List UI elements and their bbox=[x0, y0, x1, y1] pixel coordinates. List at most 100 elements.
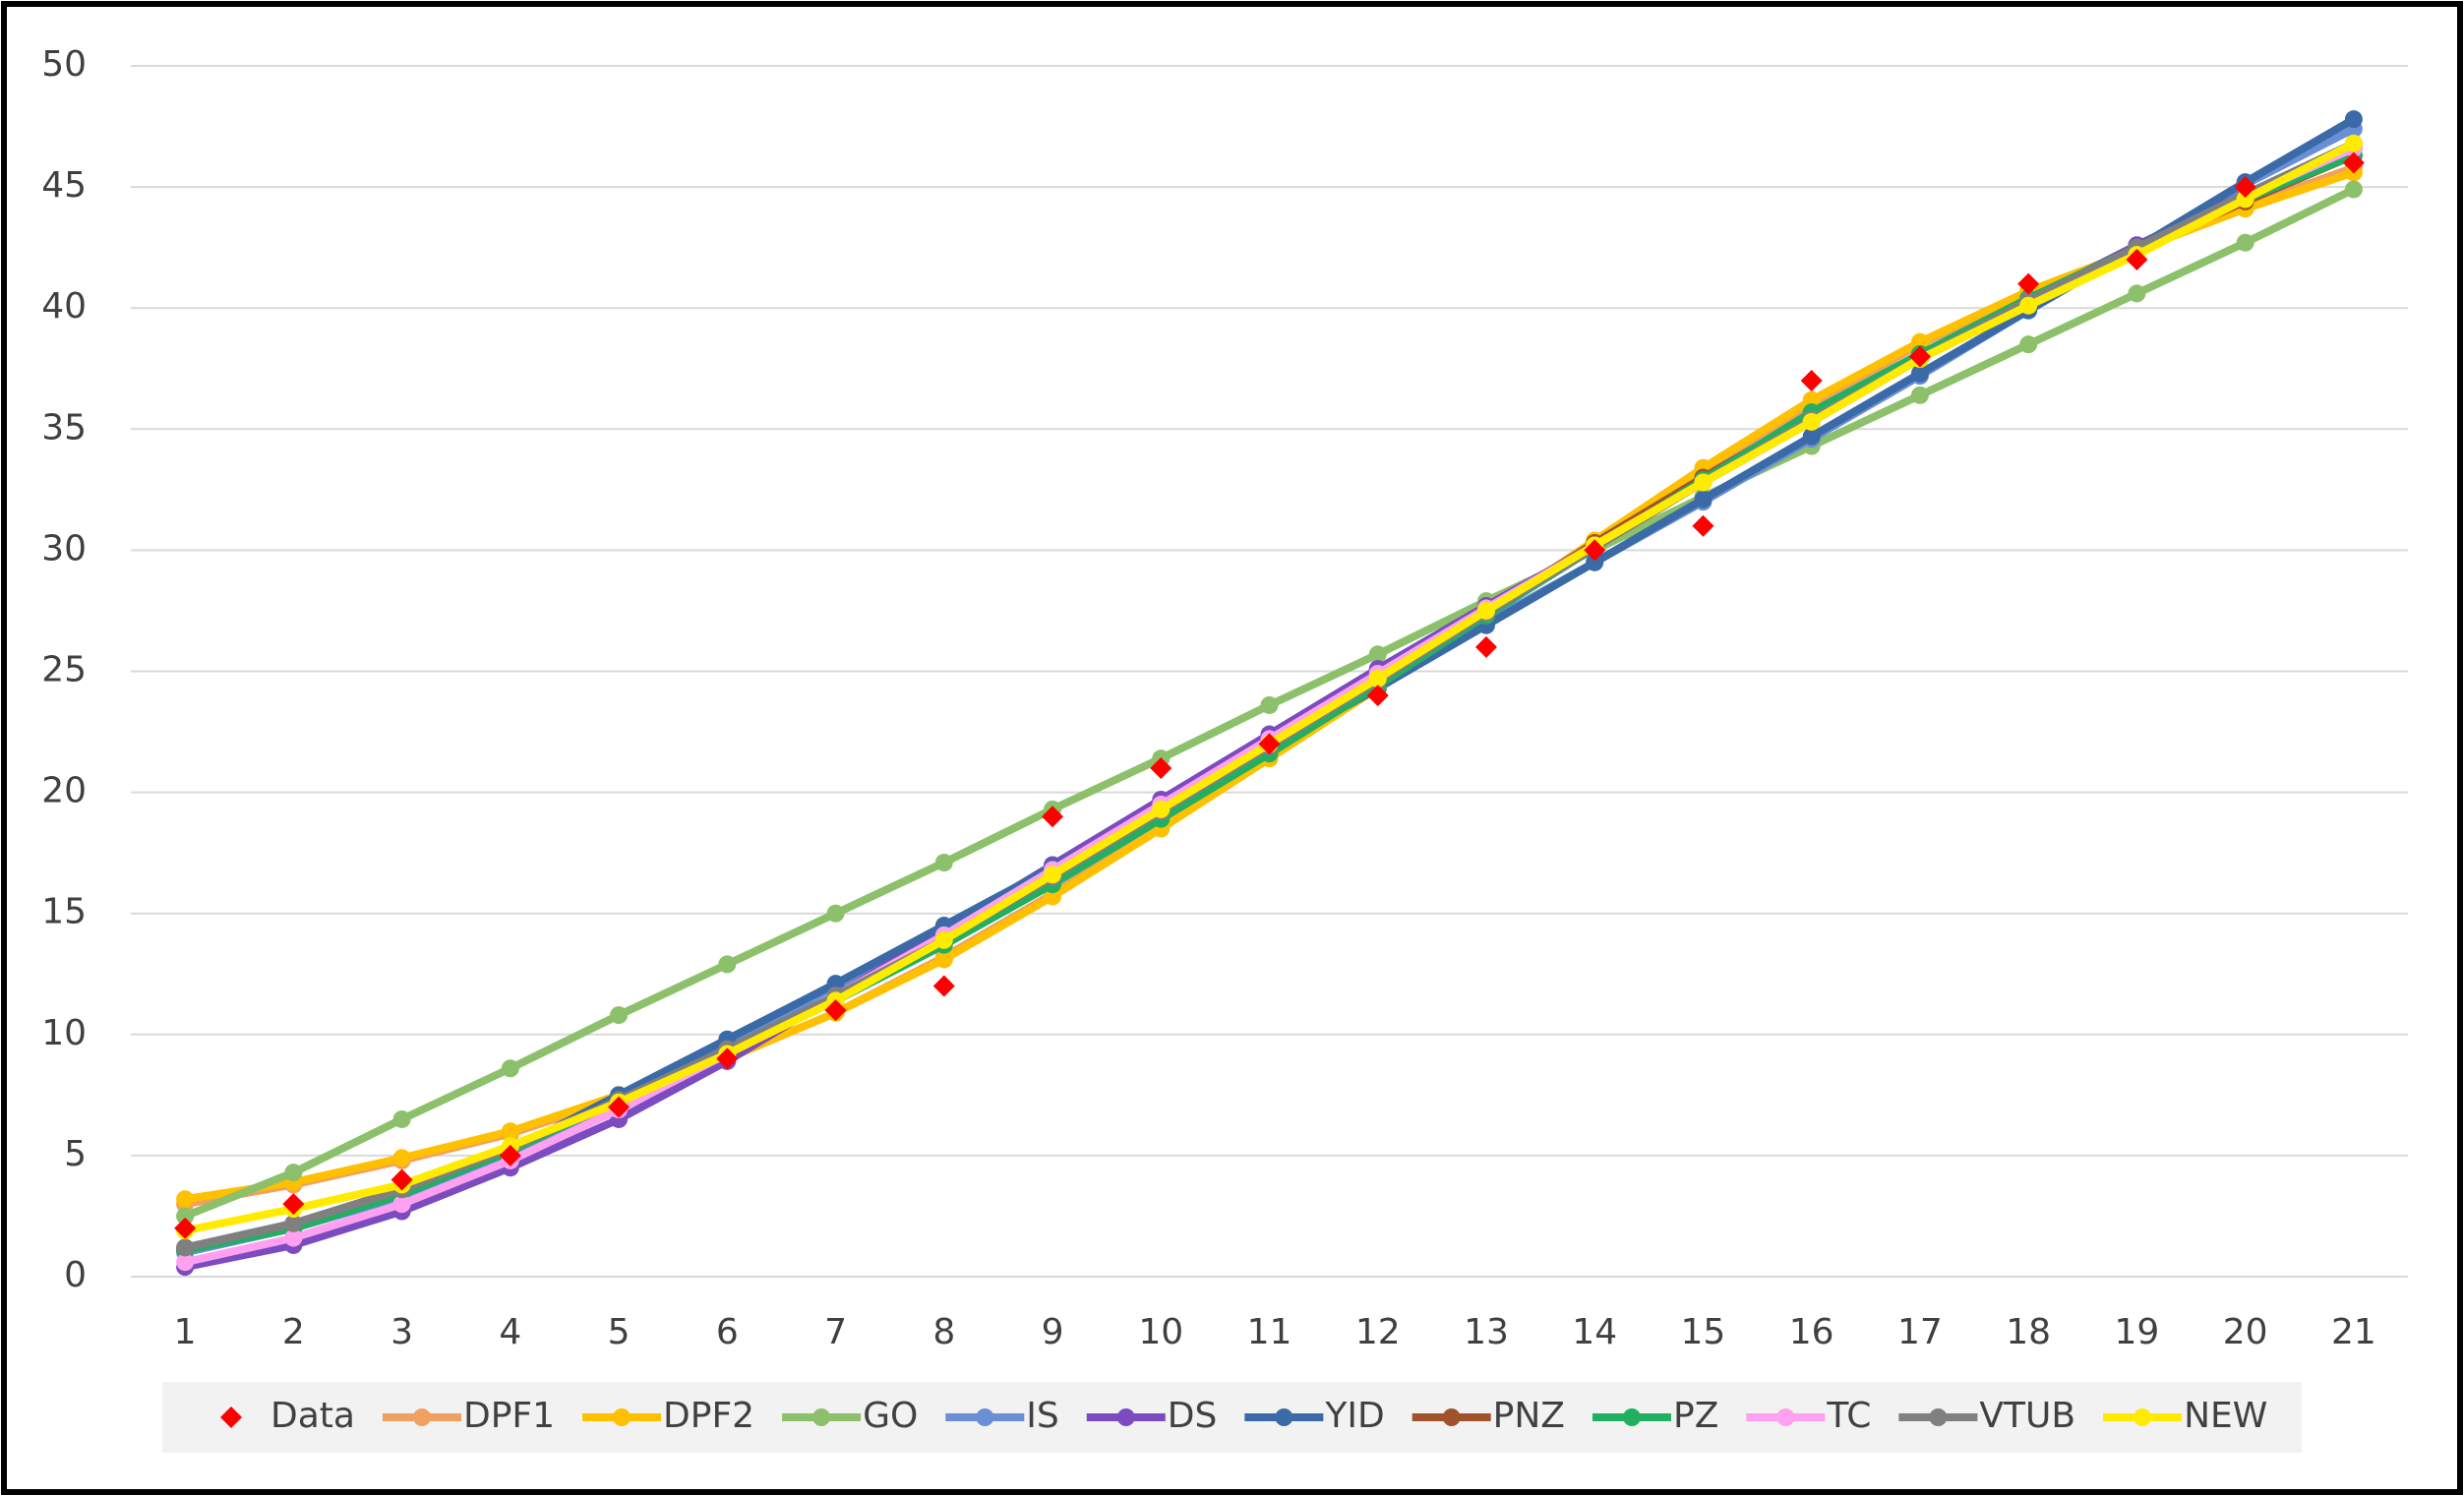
x-tick-label: 10 bbox=[1138, 1312, 1183, 1352]
data-point bbox=[1044, 887, 1062, 906]
legend-label: TC bbox=[1826, 1396, 1871, 1436]
data-point bbox=[826, 975, 845, 993]
data-point bbox=[284, 1228, 303, 1247]
legend-label: DS bbox=[1168, 1396, 1218, 1436]
legend-label: NEW bbox=[2184, 1396, 2267, 1436]
data-point bbox=[1044, 866, 1062, 884]
x-tick-label: 19 bbox=[2114, 1312, 2159, 1352]
legend-swatch-marker bbox=[1116, 1408, 1135, 1426]
legend-label: IS bbox=[1026, 1396, 1058, 1436]
data-point bbox=[284, 1214, 303, 1232]
legend-swatch-marker bbox=[1776, 1408, 1795, 1426]
legend-swatch-marker bbox=[812, 1408, 831, 1426]
x-tick-label: 14 bbox=[1572, 1312, 1617, 1352]
data-point bbox=[934, 930, 953, 949]
data-point bbox=[174, 1217, 197, 1239]
data-point bbox=[1152, 800, 1171, 818]
x-tick-label: 17 bbox=[1897, 1312, 1943, 1352]
x-tick-label: 11 bbox=[1247, 1312, 1292, 1352]
data-point bbox=[1586, 553, 1604, 571]
y-tick-label: 15 bbox=[41, 892, 87, 932]
data-point bbox=[392, 1149, 411, 1167]
data-point bbox=[2342, 151, 2365, 174]
y-tick-label: 0 bbox=[64, 1255, 87, 1295]
y-tick-label: 25 bbox=[41, 650, 87, 690]
data-point bbox=[2019, 335, 2038, 354]
data-point bbox=[1260, 695, 1279, 714]
x-tick-label: 18 bbox=[2006, 1312, 2051, 1352]
series bbox=[174, 151, 2365, 1239]
x-tick-label: 6 bbox=[716, 1312, 739, 1352]
data-point bbox=[824, 999, 847, 1022]
data-point bbox=[2017, 272, 2040, 295]
y-tick-label: 5 bbox=[64, 1134, 87, 1174]
legend-swatch-marker bbox=[1442, 1408, 1461, 1426]
y-tick-label: 45 bbox=[41, 165, 87, 206]
legend-swatch-marker bbox=[1929, 1408, 1948, 1426]
data-point bbox=[391, 1168, 413, 1191]
x-tick-label: 12 bbox=[1355, 1312, 1401, 1352]
data-point bbox=[1694, 490, 1713, 509]
x-tick-label: 3 bbox=[391, 1312, 413, 1352]
y-tick-label: 20 bbox=[41, 771, 87, 811]
data-point bbox=[1802, 412, 1821, 431]
x-tick-label: 15 bbox=[1681, 1312, 1726, 1352]
legend-label: DPF1 bbox=[463, 1396, 555, 1436]
data-point bbox=[1368, 669, 1387, 688]
legend-swatch bbox=[220, 1406, 242, 1428]
data-point bbox=[501, 1122, 519, 1141]
legend-label: PNZ bbox=[1493, 1396, 1565, 1436]
data-point bbox=[2236, 233, 2254, 252]
legend-label: GO bbox=[863, 1396, 918, 1436]
data-point bbox=[2344, 134, 2363, 152]
x-tick-label: 16 bbox=[1789, 1312, 1834, 1352]
data-point bbox=[176, 1190, 195, 1209]
data-point bbox=[1368, 645, 1387, 664]
x-tick-label: 5 bbox=[608, 1312, 631, 1352]
data-point bbox=[716, 1047, 739, 1070]
legend-label: VTUB bbox=[1979, 1396, 2075, 1436]
data-point bbox=[934, 853, 953, 871]
data-point bbox=[934, 950, 953, 969]
legend-label: PZ bbox=[1673, 1396, 1718, 1436]
data-point bbox=[1910, 364, 1929, 383]
x-tick-label: 7 bbox=[824, 1312, 847, 1352]
data-point bbox=[608, 1096, 631, 1118]
x-tick-label: 2 bbox=[282, 1312, 305, 1352]
data-point bbox=[2344, 180, 2363, 199]
data-point bbox=[1908, 345, 1931, 368]
data-point bbox=[1474, 635, 1497, 658]
data-point bbox=[499, 1144, 521, 1167]
data-point bbox=[2236, 190, 2254, 209]
legend-label: DPF2 bbox=[663, 1396, 754, 1436]
data-point bbox=[1258, 733, 1281, 755]
x-tick-label: 1 bbox=[174, 1312, 197, 1352]
data-point bbox=[176, 1238, 195, 1257]
x-tick-label: 21 bbox=[2331, 1312, 2376, 1352]
data-point bbox=[392, 1195, 411, 1214]
data-point bbox=[1042, 806, 1064, 828]
data-point bbox=[610, 1006, 629, 1025]
data-point bbox=[284, 1164, 303, 1182]
legend-swatch-marker bbox=[2133, 1408, 2152, 1426]
legend-swatch-marker bbox=[412, 1408, 431, 1426]
x-tick-label: 4 bbox=[499, 1312, 521, 1352]
x-tick-label: 13 bbox=[1464, 1312, 1509, 1352]
x-tick-label: 9 bbox=[1042, 1312, 1064, 1352]
data-point bbox=[1802, 390, 1821, 409]
y-tick-label: 40 bbox=[41, 286, 87, 327]
data-point bbox=[1802, 427, 1821, 446]
data-point bbox=[1692, 514, 1714, 537]
y-tick-label: 35 bbox=[41, 407, 87, 448]
data-point bbox=[932, 975, 955, 997]
data-point bbox=[826, 904, 845, 923]
legend-swatch-marker bbox=[1622, 1408, 1641, 1426]
x-tick-label: 8 bbox=[932, 1312, 955, 1352]
y-tick-label: 50 bbox=[41, 44, 87, 85]
data-point bbox=[2126, 248, 2148, 270]
data-point bbox=[282, 1193, 305, 1216]
legend-label: Data bbox=[270, 1396, 355, 1436]
data-point bbox=[1694, 473, 1713, 492]
